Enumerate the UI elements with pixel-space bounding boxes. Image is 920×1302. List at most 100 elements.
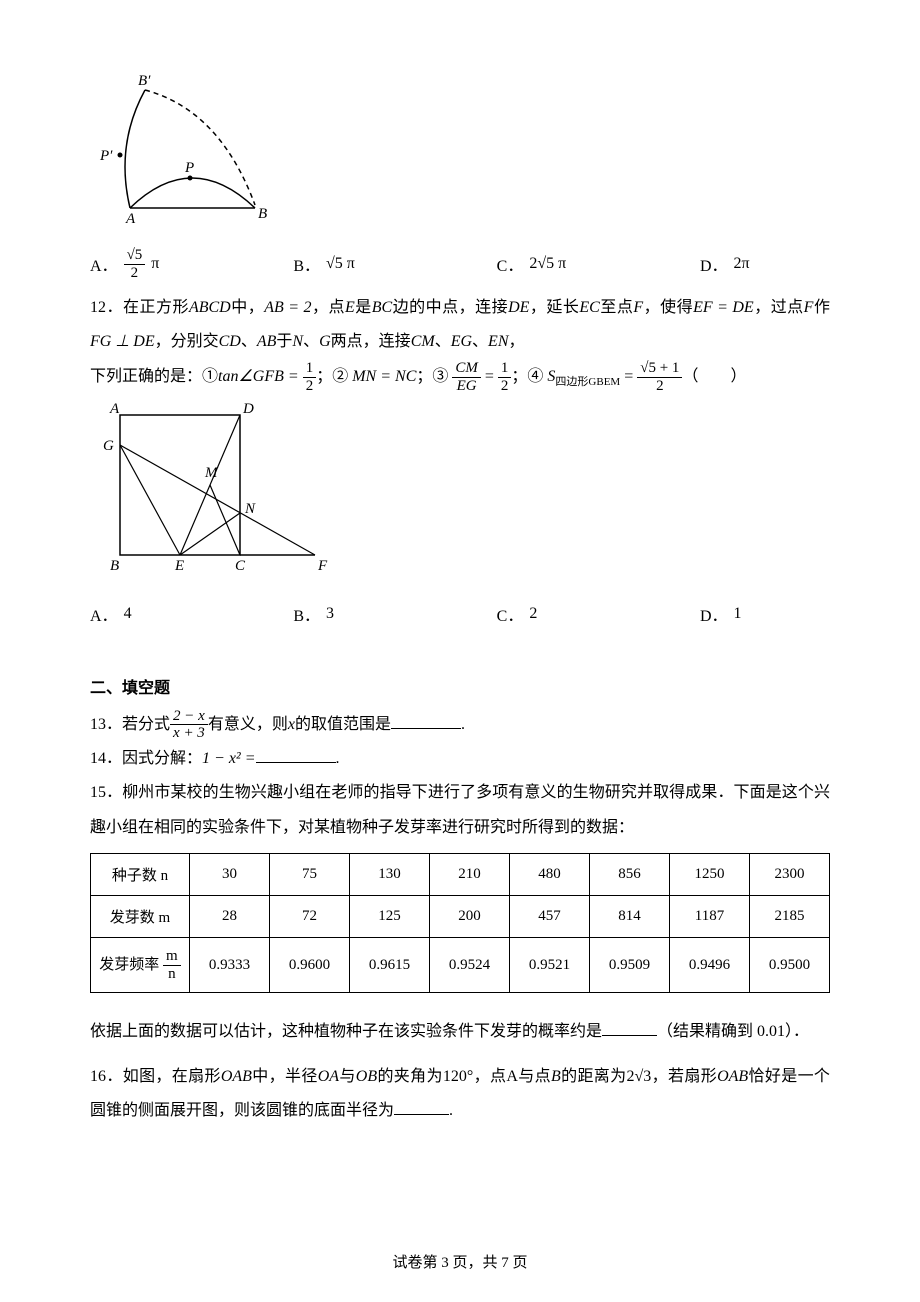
t: . <box>336 750 340 767</box>
line-cm <box>210 485 240 555</box>
paren: （ ） <box>682 368 746 385</box>
cv: 2 <box>529 605 537 623</box>
cell: 72 <box>270 896 350 938</box>
blank <box>602 1019 657 1036</box>
lM: M <box>204 465 219 481</box>
row-header: 发芽频率 mn <box>91 938 190 993</box>
q11-figure: A B P B′ P′ <box>90 60 830 235</box>
cl: C． <box>497 602 524 626</box>
frac-half: 12 <box>303 360 317 394</box>
cv: 4 <box>124 605 132 623</box>
cell: 0.9524 <box>430 938 510 993</box>
t: 若扇形 <box>668 1068 717 1085</box>
b: B <box>551 1068 561 1085</box>
frac-half2: 12 <box>498 360 512 394</box>
cl: A． <box>90 602 118 626</box>
mnnc: MN = NC <box>352 368 416 385</box>
t: 下列正确的是：① <box>90 368 218 385</box>
t: 、 <box>435 333 451 350</box>
oab2: OAB <box>717 1068 748 1085</box>
qn: 13． <box>90 716 122 733</box>
cell: 856 <box>590 854 670 896</box>
lD: D <box>242 401 254 417</box>
lG: G <box>103 438 114 454</box>
lE: E <box>174 558 184 574</box>
frac-rhs: √5 + 12 <box>637 360 682 394</box>
q11-choice-a: A． √5 2 π <box>90 247 220 281</box>
t: ，延长 <box>529 299 579 316</box>
cell: 200 <box>430 896 510 938</box>
label-pprime: P′ <box>99 148 113 164</box>
cell: 75 <box>270 854 350 896</box>
ob: OB <box>356 1068 377 1085</box>
q11-choice-b: B． √5 π <box>293 247 423 281</box>
qn: 14． <box>90 750 122 767</box>
cell: 2300 <box>750 854 830 896</box>
t: 于 <box>276 333 292 350</box>
q12-num: 12． <box>90 299 123 316</box>
cell: 125 <box>350 896 430 938</box>
abeq: AB = 2 <box>264 299 311 316</box>
page-footer: 试卷第 3 页，共 7 页 <box>0 1251 920 1272</box>
bc: BC <box>372 299 392 316</box>
t: ，过点 <box>754 299 804 316</box>
cell: 0.9500 <box>750 938 830 993</box>
row-header: 发芽数 m <box>91 896 190 938</box>
rh-text: 发芽数 m <box>110 910 170 926</box>
t: 、 <box>303 333 319 350</box>
point-p <box>188 176 193 181</box>
t: 的距离为 <box>561 1068 627 1085</box>
row-header: 种子数 n <box>91 854 190 896</box>
t: ，点 <box>473 1068 506 1085</box>
ec: EC <box>579 299 599 316</box>
e: E <box>345 299 355 316</box>
cell: 210 <box>430 854 510 896</box>
arc-a-bprime <box>125 90 145 208</box>
a: A <box>506 1068 518 1085</box>
t: 有意义，则 <box>208 716 288 733</box>
cell: 1250 <box>670 854 750 896</box>
lA: A <box>109 401 120 417</box>
q12-svg: A D B C E F G M N <box>90 395 350 585</box>
label-a: A <box>125 211 136 227</box>
q16: 16．如图，在扇形OAB中，半径OA与OB的夹角为120°，点A与点B的距离为2… <box>90 1060 830 1129</box>
t: ；② <box>316 368 352 385</box>
qn: 16． <box>90 1068 123 1085</box>
t: 与 <box>339 1068 356 1085</box>
t: 因式分解： <box>122 750 202 767</box>
t: 边的中点，连接 <box>392 299 508 316</box>
t: = <box>481 368 498 385</box>
q11-choices: A． √5 2 π B． √5 π C． 2√5 π D． 2π <box>90 243 830 291</box>
t: 中， <box>231 299 264 316</box>
cd: CD <box>219 333 241 350</box>
en: EN <box>488 333 508 350</box>
t: 两点，连接 <box>331 333 411 350</box>
t: 在正方形 <box>123 299 189 316</box>
blank <box>394 1098 449 1115</box>
cell: 0.9600 <box>270 938 350 993</box>
t: = <box>620 368 637 385</box>
fgde: FG ⊥ DE <box>90 333 155 350</box>
q14: 14．因式分解：1 − x² =. <box>90 742 830 776</box>
q12-choice-c: C． 2 <box>497 602 627 626</box>
eg: EG <box>451 333 472 350</box>
t: 的夹角为 <box>377 1068 443 1085</box>
f2: F <box>804 299 814 316</box>
frac-cmeg: CMEG <box>452 360 481 394</box>
cm: CM <box>411 333 435 350</box>
choice-letter: C． <box>497 252 524 276</box>
table-row-3: 发芽频率 mn 0.9333 0.9600 0.9615 0.9524 0.95… <box>91 938 830 993</box>
tan: tan∠GFB = <box>218 368 303 385</box>
rh-text: 种子数 n <box>112 868 168 884</box>
label-b: B <box>258 206 267 222</box>
ab: AB <box>257 333 277 350</box>
cell: 30 <box>190 854 270 896</box>
oab: OAB <box>221 1068 252 1085</box>
q11-choice-c: C． 2√5 π <box>497 247 627 281</box>
cell: 0.9333 <box>190 938 270 993</box>
de: DE <box>508 299 529 316</box>
ssub: 四边形GBEM <box>555 376 620 388</box>
t: 依据上面的数据可以估计，这种植物种子在该实验条件下发芽的概率约是 <box>90 1023 602 1040</box>
cell: 28 <box>190 896 270 938</box>
q12-figure: A D B C E F G M N <box>90 395 830 590</box>
